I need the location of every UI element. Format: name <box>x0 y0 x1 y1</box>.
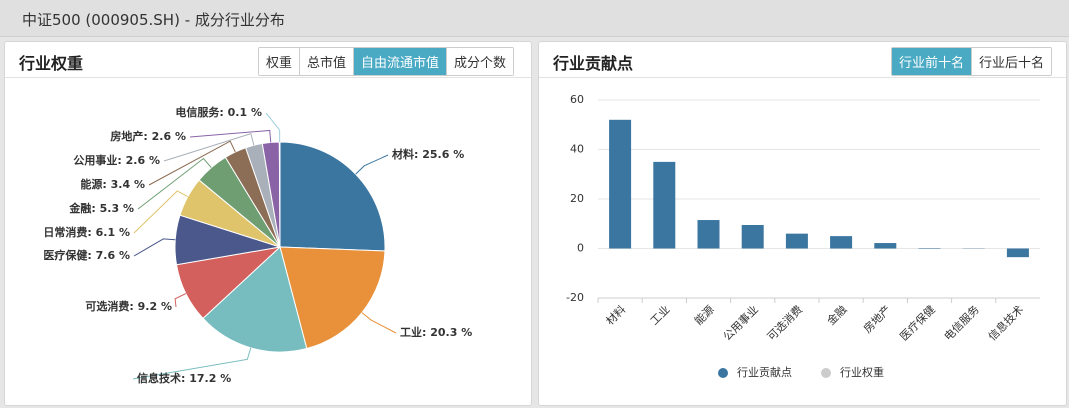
data-label: 材料: 25.6 % <box>392 147 464 161</box>
bar <box>785 233 808 249</box>
tab[interactable]: 权重 <box>258 48 299 75</box>
leader-line <box>133 238 176 257</box>
legend-marker <box>821 368 831 378</box>
x-tick-label: 公用事业 <box>721 303 761 343</box>
bar <box>830 236 853 249</box>
leader-line <box>137 157 212 210</box>
x-tick-label: 医疗保健 <box>897 302 938 343</box>
y-tick-label: 20 <box>570 192 584 205</box>
data-label: 日常消费: 6.1 % <box>43 225 130 239</box>
divider <box>5 77 531 78</box>
bar <box>697 220 720 249</box>
tab[interactable]: 自由流通市值 <box>352 48 446 75</box>
leader-line <box>133 190 189 234</box>
leader-line <box>132 347 252 380</box>
panel-title: 行业贡献点 <box>553 54 634 73</box>
y-tick-label: 0 <box>577 242 584 255</box>
y-tick-label: 60 <box>570 93 584 106</box>
leader-line <box>163 133 255 162</box>
tab[interactable]: 总市值 <box>298 48 353 75</box>
data-label: 可选消费: 9.2 % <box>85 299 172 313</box>
legend-marker <box>718 368 728 378</box>
leader-line <box>361 312 397 334</box>
bar <box>874 243 897 249</box>
pie-slice <box>279 141 386 252</box>
data-label: 金融: 5.3 % <box>68 201 134 215</box>
leader-line <box>265 112 281 143</box>
pie-slice <box>279 246 386 350</box>
bar <box>609 119 632 249</box>
panel-title: 行业权重 <box>19 54 84 73</box>
x-tick-label: 材料 <box>603 302 628 327</box>
leader-line <box>148 140 236 186</box>
legend-label: 行业权重 <box>840 365 884 379</box>
data-label: 公用事业: 2.6 % <box>73 153 160 167</box>
leader-line <box>355 154 389 175</box>
x-tick-label: 信息技术 <box>985 302 1026 343</box>
x-tick-label: 电信服务 <box>942 303 982 343</box>
tab-group: 权重 总市值 自由流通市值 成分个数 <box>257 47 514 76</box>
bar <box>1006 248 1029 258</box>
data-label: 房地产: 2.6 % <box>110 129 186 143</box>
legend-label: 行业贡献点 <box>737 365 792 379</box>
x-tick-label: 能源 <box>691 302 716 327</box>
tab[interactable]: 成分个数 <box>445 48 513 75</box>
data-label: 电信服务: 0.1 % <box>175 105 262 119</box>
data-label: 能源: 3.4 % <box>80 177 145 191</box>
leader-line <box>189 129 272 143</box>
y-tick-label: -20 <box>566 291 584 304</box>
x-tick-label: 可选消费 <box>764 302 805 343</box>
data-label: 信息技术: 17.2 % <box>137 371 231 385</box>
x-tick-label: 房地产 <box>860 302 893 335</box>
tab[interactable]: 行业前十名 <box>891 48 971 75</box>
x-tick-label: 工业 <box>648 303 673 328</box>
y-tick-label: 40 <box>570 143 584 156</box>
leader-line <box>174 293 187 308</box>
divider <box>539 77 1066 78</box>
tab-group: 行业前十名 行业后十名 <box>890 47 1052 76</box>
bar <box>741 224 764 249</box>
bar <box>653 161 676 249</box>
pie-slice <box>278 141 281 248</box>
page-title: 中证500 (000905.SH) - 成分行业分布 <box>22 11 285 29</box>
header: 中证500 (000905.SH) - 成分行业分布 <box>0 0 1069 37</box>
tab[interactable]: 行业后十名 <box>970 48 1051 75</box>
pie-slice <box>202 246 308 353</box>
data-label: 工业: 20.3 % <box>400 325 472 339</box>
data-label: 医疗保健: 7.6 % <box>43 248 130 262</box>
x-tick-label: 金融 <box>824 302 849 327</box>
